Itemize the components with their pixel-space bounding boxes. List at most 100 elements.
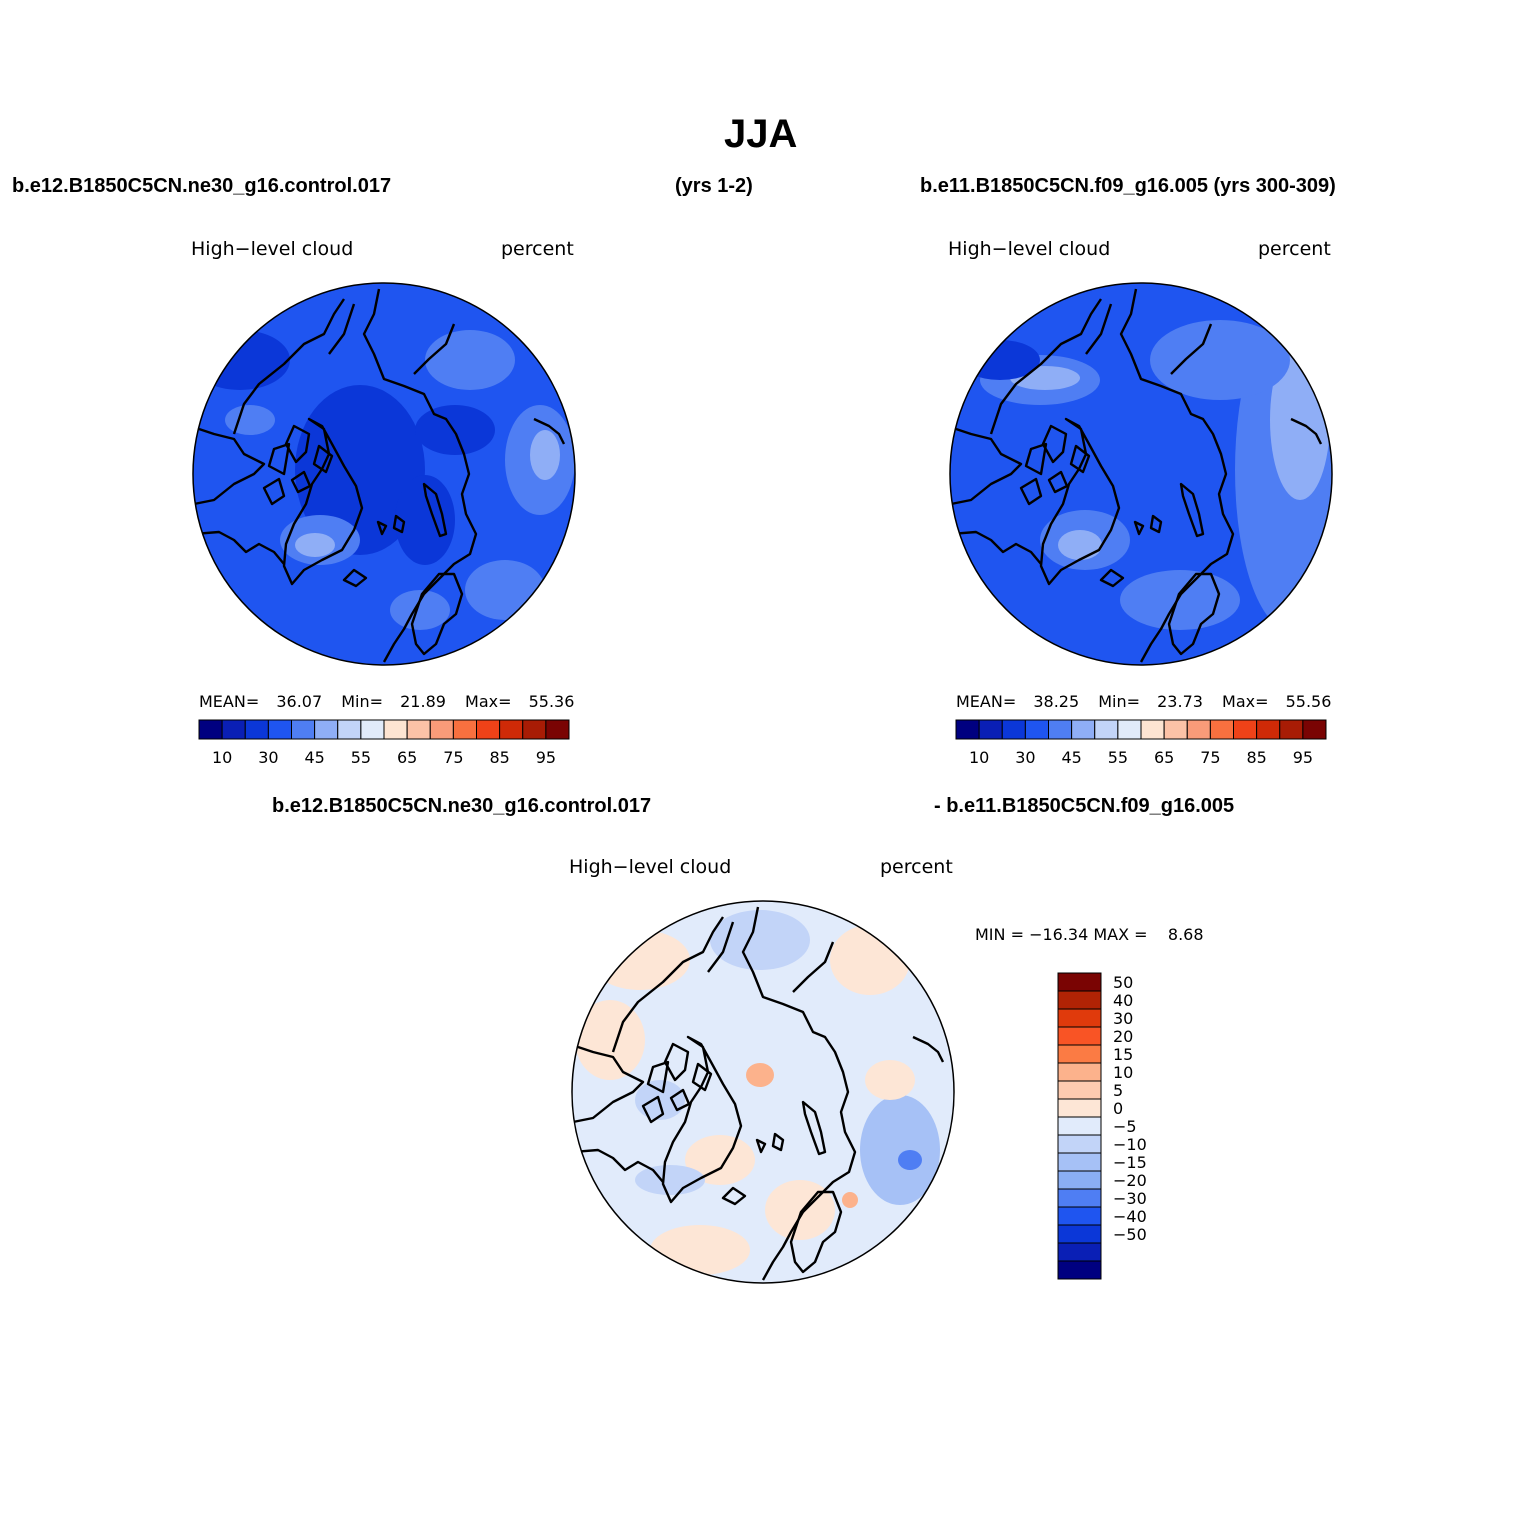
diff-colorbar-box (1057, 1242, 1102, 1262)
left-colorbar-box (406, 719, 431, 740)
left-colorbar-tick-label: 85 (489, 748, 509, 767)
left-map (193, 283, 575, 665)
left-colorbar-tick-label: 75 (443, 748, 463, 767)
diff-map (572, 901, 954, 1283)
right-colorbar-box (1186, 719, 1211, 740)
left-colorbar-box (545, 719, 570, 740)
left-colorbar-box (522, 719, 547, 740)
right-mean-value: 38.25 (1033, 692, 1080, 711)
right-colorbar-box (978, 719, 1003, 740)
diff-colorbar-box (1057, 1116, 1102, 1136)
right-colorbar-tick-label: 45 (1061, 748, 1081, 767)
left-colorbar-tick-label: 95 (536, 748, 556, 767)
diff-colorbar-tick-label: 0 (1113, 1099, 1123, 1118)
diff-colorbar-box (1057, 1134, 1102, 1154)
left-colorbar-box (198, 719, 223, 740)
right-colorbar-box (1140, 719, 1165, 740)
left-colorbar-box (221, 719, 246, 740)
right-min-value: 23.73 (1157, 692, 1203, 711)
right-colorbar-box (1071, 719, 1096, 740)
left-stats: MEAN= 36.07 Min= 21.89 Max= 55.36 (199, 692, 574, 711)
right-colorbar-box (1163, 719, 1188, 740)
left-units-label: percent (501, 238, 574, 260)
left-case-name: b.e12.B1850C5CN.ne30_g16.control.017 (12, 175, 392, 197)
diff-colorbar-tick-label: 40 (1113, 991, 1133, 1010)
left-colorbar-box (360, 719, 385, 740)
diff-colorbar-tick-label: −20 (1113, 1171, 1147, 1190)
left-max-value: 55.36 (528, 692, 575, 711)
right-colorbar-tick-label: 85 (1246, 748, 1266, 767)
diff-colorbar-tick-label: −30 (1113, 1189, 1147, 1208)
right-stats: MEAN= 38.25 Min= 23.73 Max= 55.56 (956, 692, 1331, 711)
diff-colorbar-tick-label: −10 (1113, 1135, 1147, 1154)
diff-colorbar-box (1057, 1080, 1102, 1100)
diff-colorbar-tick-label: −5 (1113, 1117, 1137, 1136)
diff-units-label: percent (880, 856, 953, 878)
left-colorbar-box (267, 719, 292, 740)
right-colorbar-box (1001, 719, 1026, 740)
diff-colorbar-box (1057, 1170, 1102, 1190)
diff-colorbar-box (1057, 972, 1102, 992)
diff-colorbar-tick-label: 15 (1113, 1045, 1133, 1064)
left-colorbar-box (383, 719, 408, 740)
right-max-label: Max= (1222, 692, 1269, 711)
right-variable-label: High−level cloud (948, 238, 1111, 260)
right-max-value: 55.56 (1285, 692, 1332, 711)
diff-case-a: b.e12.B1850C5CN.ne30_g16.control.017 (272, 795, 652, 817)
right-colorbar-box (1256, 719, 1281, 740)
right-colorbar-box (1279, 719, 1304, 740)
diff-colorbar-tick-label: 20 (1113, 1027, 1133, 1046)
left-colorbar-box (337, 719, 362, 740)
left-colorbar-box (429, 719, 454, 740)
left-colorbar-tick-label: 45 (304, 748, 324, 767)
left-colorbar-tick-label: 30 (258, 748, 278, 767)
right-colorbar-box (955, 719, 980, 740)
diff-colorbar-tick-label: 10 (1113, 1063, 1133, 1082)
left-colorbar-box (314, 719, 339, 740)
diff-colorbar-tick-label: 30 (1113, 1009, 1133, 1028)
right-map-border (949, 282, 1333, 666)
right-colorbar-box (1233, 719, 1258, 740)
right-colorbar-tick-label: 95 (1293, 748, 1313, 767)
diff-colorbar-box (1057, 1008, 1102, 1028)
diff-colorbar-box (1057, 1260, 1102, 1280)
right-colorbar-tick-label: 75 (1200, 748, 1220, 767)
diff-variable-label: High−level cloud (569, 856, 732, 878)
diff-colorbar-box (1057, 1206, 1102, 1226)
right-colorbar-box (1094, 719, 1119, 740)
right-mean-label: MEAN= (956, 692, 1017, 711)
right-colorbar-tick-label: 30 (1015, 748, 1035, 767)
diff-colorbar-tick-label: −15 (1113, 1153, 1147, 1172)
right-colorbar-tick-label: 10 (969, 748, 989, 767)
left-min-label: Min= (341, 692, 384, 711)
diff-colorbar-tick-label: −50 (1113, 1225, 1147, 1244)
diff-colorbar-box (1057, 1098, 1102, 1118)
left-colorbar-box (452, 719, 477, 740)
left-mean-label: MEAN= (199, 692, 260, 711)
left-colorbar-tick-label: 65 (397, 748, 417, 767)
diff-colorbar-tick-label: −40 (1113, 1207, 1147, 1226)
diff-minmax: MIN = −16.34 MAX = 8.68 (975, 925, 1204, 944)
right-min-label: Min= (1098, 692, 1141, 711)
diff-colorbar-box (1057, 1224, 1102, 1244)
diff-map-border (571, 900, 955, 1284)
diff-case-b: - b.e11.B1850C5CN.f09_g16.005 (934, 795, 1235, 817)
left-colorbar-box (499, 719, 524, 740)
left-variable-label: High−level cloud (191, 238, 354, 260)
diff-colorbar-box (1057, 1152, 1102, 1172)
left-years: (yrs 1-2) (675, 175, 753, 197)
left-max-label: Max= (465, 692, 512, 711)
diff-colorbar-box (1057, 1188, 1102, 1208)
diff-colorbar-box (1057, 990, 1102, 1010)
right-colorbar-box (1048, 719, 1073, 740)
left-colorbar-box (291, 719, 316, 740)
left-colorbar-tick-label: 55 (351, 748, 371, 767)
left-colorbar-tick-label: 10 (212, 748, 232, 767)
right-colorbar: 10 30 45 55 65 75 85 95 (955, 719, 1327, 767)
left-colorbar-box (476, 719, 501, 740)
diff-colorbar-box (1057, 1026, 1102, 1046)
right-colorbar-box (1209, 719, 1234, 740)
left-min-value: 21.89 (400, 692, 446, 711)
